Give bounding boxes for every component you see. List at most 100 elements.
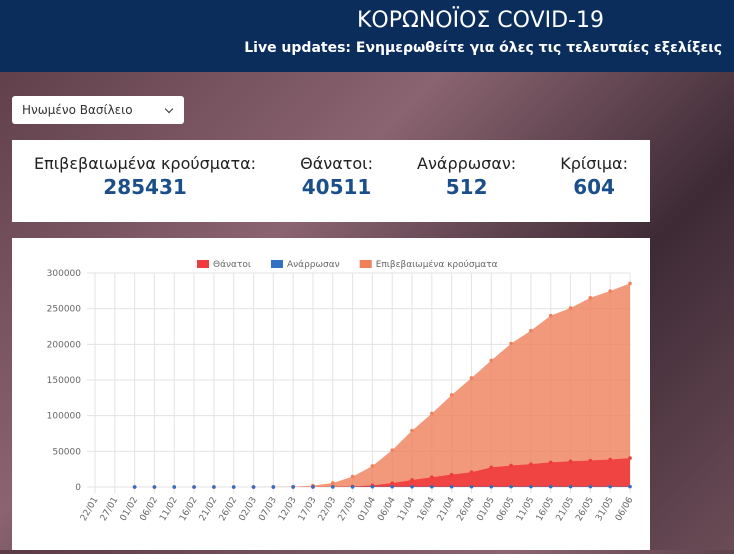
point <box>450 485 454 489</box>
x-tick-label: 17/03 <box>297 496 319 523</box>
x-tick-label: 27/01 <box>99 496 121 523</box>
point <box>509 464 513 468</box>
chart: 0 50000 100000 150000 200000 250000 300000 22/0… <box>12 238 650 550</box>
point <box>272 485 276 489</box>
point <box>430 485 434 489</box>
legend-swatch <box>360 260 372 268</box>
point <box>529 485 533 489</box>
y-tick-label: 150000 <box>47 376 82 386</box>
point <box>470 470 474 474</box>
x-tick-label: 16/02 <box>178 496 200 523</box>
point <box>608 458 612 462</box>
point <box>549 485 553 489</box>
point <box>172 485 176 489</box>
x-tick-label: 01/05 <box>475 496 497 523</box>
point <box>569 459 573 463</box>
point <box>410 478 414 482</box>
point <box>390 448 394 452</box>
point <box>549 314 553 318</box>
x-tick-label: 06/02 <box>138 496 160 523</box>
x-tick-label: 02/03 <box>237 496 259 523</box>
point <box>628 456 632 460</box>
stat-value: 512 <box>417 175 516 199</box>
point <box>628 485 632 489</box>
y-tick-label: 300000 <box>47 269 82 279</box>
stat-label: Επιβεβαιωμένα κρούσματα: <box>34 154 256 173</box>
legend-label: Επιβεβαιωμένα κρούσματα <box>376 259 498 270</box>
x-tick-label: 22/03 <box>317 496 339 523</box>
x-tick-label: 12/03 <box>277 496 299 523</box>
point <box>529 329 533 333</box>
point <box>252 485 256 489</box>
y-tick-label: 0 <box>75 483 81 493</box>
x-tick-label: 16/05 <box>535 496 557 523</box>
x-tick-label: 11/04 <box>396 495 418 523</box>
point <box>489 485 493 489</box>
point <box>351 475 355 479</box>
stats: Επιβεβαιωμένα κρούσματα: 285431 Θάνατοι:4… <box>12 140 650 222</box>
point <box>608 485 612 489</box>
point <box>371 464 375 468</box>
point <box>232 485 236 489</box>
point <box>549 461 553 465</box>
x-tick-label: 27/03 <box>337 496 359 523</box>
x-tick-label: 22/01 <box>79 496 101 523</box>
point <box>133 485 137 489</box>
point <box>569 306 573 310</box>
point <box>489 359 493 363</box>
x-tick-label: 16/04 <box>416 495 438 523</box>
point <box>589 296 593 300</box>
point <box>470 376 474 380</box>
x-tick-label: 11/05 <box>515 496 537 523</box>
point <box>450 393 454 397</box>
point <box>212 485 216 489</box>
country-dropdown[interactable]: Ηνωμένο Βασίλειο <box>12 96 184 124</box>
point <box>608 289 612 293</box>
x-tick-label: 26/02 <box>218 496 240 523</box>
point <box>430 412 434 416</box>
y-tick-label: 50000 <box>52 447 81 457</box>
area <box>135 283 630 487</box>
legend-label: Θάνατοι <box>213 260 251 270</box>
point <box>509 342 513 346</box>
header: ΚΟΡΩΝΟΪΟΣ COVID-19 Live updates: Ενημερω… <box>0 0 734 72</box>
point <box>569 485 573 489</box>
point <box>589 459 593 463</box>
point <box>489 466 493 470</box>
stat: Επιβεβαιωμένα κρούσματα: 285431 <box>34 154 256 222</box>
point <box>529 462 533 466</box>
x-tick-label: 21/02 <box>198 496 220 523</box>
legend-swatch <box>197 260 209 268</box>
point <box>371 485 375 489</box>
legend-swatch <box>271 260 283 268</box>
stat-label: Κρίσιμα: <box>560 154 628 173</box>
stat: Θάνατοι:40511 <box>300 154 373 222</box>
title: ΚΟΡΩΝΟΪΟΣ COVID-19 <box>357 8 604 33</box>
point <box>153 485 157 489</box>
point <box>351 485 355 489</box>
x-tick-label: 07/03 <box>257 496 279 523</box>
x-tick-label: 01/02 <box>119 496 141 523</box>
x-tick-label: 06/05 <box>495 495 517 522</box>
y-tick-label: 100000 <box>47 412 82 422</box>
stat-label: Ανάρρωσαν: <box>417 154 516 173</box>
y-tick-label: 200000 <box>47 340 82 350</box>
point <box>410 429 414 433</box>
y-tick-label: 250000 <box>47 305 82 315</box>
point <box>589 485 593 489</box>
point <box>331 481 335 485</box>
point <box>390 481 394 485</box>
x-tick-label: 26/04 <box>455 495 477 523</box>
legend-label: Ανάρρωσαν <box>287 260 340 270</box>
x-tick-label: 21/05 <box>555 496 577 523</box>
stat-value: 285431 <box>34 175 256 199</box>
x-tick-label: 06/06 <box>614 495 636 523</box>
point <box>450 473 454 477</box>
x-tick-label: 26/05 <box>574 496 596 523</box>
x-tick-label: 11/02 <box>158 496 180 523</box>
point <box>311 485 315 489</box>
stat-value: 40511 <box>300 175 373 199</box>
point <box>509 485 513 489</box>
chart-box: 0 50000 100000 150000 200000 250000 300000 22/0… <box>12 238 650 550</box>
